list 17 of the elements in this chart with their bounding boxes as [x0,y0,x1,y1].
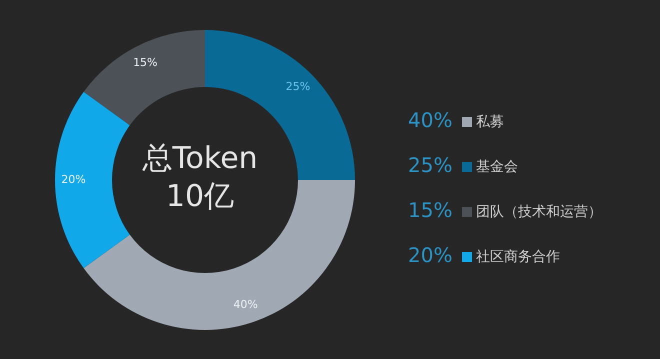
data-label: 25% [286,80,310,94]
text: 40% [408,108,452,132]
donut-slice [55,92,130,268]
legend-label: 基金会 [476,158,518,175]
donut-slice [84,180,355,330]
text: 25% [408,153,452,178]
donut-slice [84,30,205,126]
text: 总Token [141,141,258,176]
text: 15% [408,198,452,222]
legend-label: 私募 [476,114,504,130]
text: 20% [408,243,452,268]
text: 10亿 [166,179,234,214]
legend-label: 社区商务合作 [476,248,560,265]
data-label: 40% [233,298,258,312]
data-label: 20% [61,173,86,186]
legend-label: 团队（技术和运营） [476,204,602,220]
data-label: 15% [133,56,158,69]
